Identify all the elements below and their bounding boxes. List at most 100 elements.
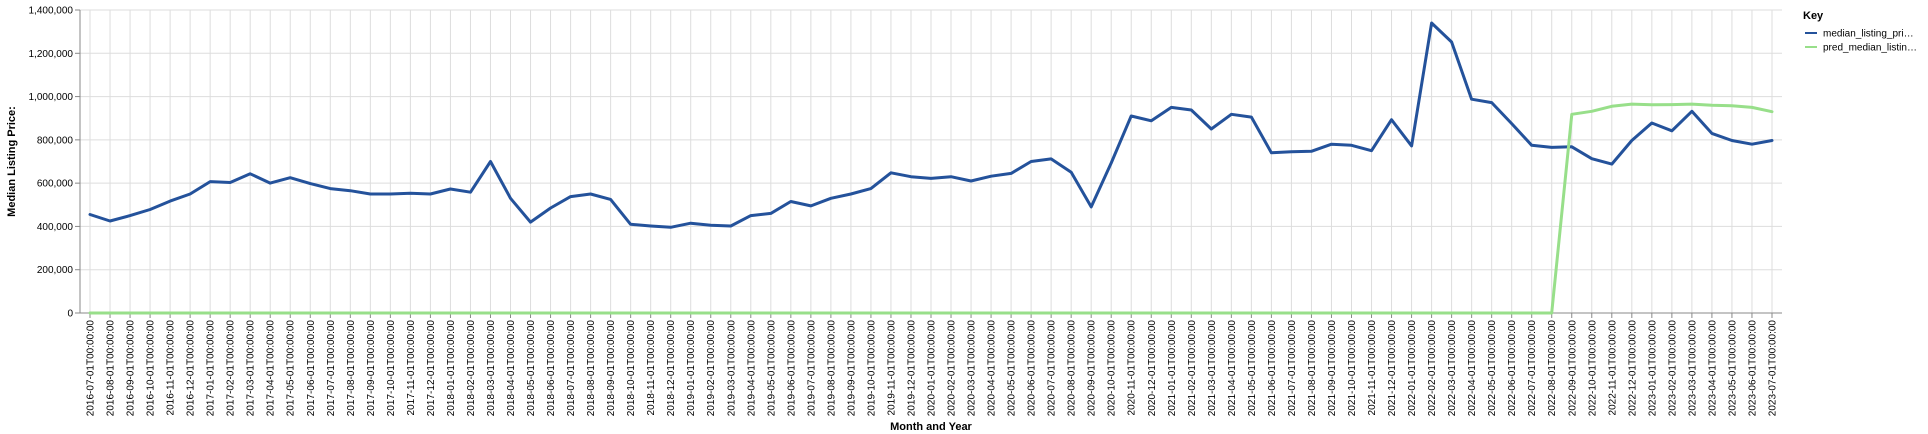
x-tick-label: 2016-08-01T00:00:00 xyxy=(106,320,117,417)
x-tick-label: 2017-12-01T00:00:00 xyxy=(426,320,437,417)
series-lines xyxy=(88,21,1774,315)
x-tick-label: 2023-05-01T00:00:00 xyxy=(1727,320,1738,417)
x-tick-label: 2017-05-01T00:00:00 xyxy=(286,320,297,417)
x-tick-label: 2019-02-01T00:00:00 xyxy=(706,320,717,417)
x-tick-label: 2022-10-01T00:00:00 xyxy=(1587,320,1598,417)
legend-title: Key xyxy=(1803,10,1824,22)
x-tick-label: 2018-07-01T00:00:00 xyxy=(566,320,577,417)
x-tick-label: 2017-09-01T00:00:00 xyxy=(366,320,377,417)
x-tick-label: 2021-07-01T00:00:00 xyxy=(1287,320,1298,417)
x-tick-label: 2020-03-01T00:00:00 xyxy=(967,320,978,417)
x-tick-label: 2020-01-01T00:00:00 xyxy=(927,320,938,417)
x-tick-label: 2017-07-01T00:00:00 xyxy=(326,320,337,417)
y-tick-label: 1,200,000 xyxy=(29,49,74,60)
x-tick-label: 2022-12-01T00:00:00 xyxy=(1627,320,1638,417)
x-tick-label: 2020-06-01T00:00:00 xyxy=(1027,320,1038,417)
x-tick-label: 2022-09-01T00:00:00 xyxy=(1567,320,1578,417)
x-tick-label: 2023-07-01T00:00:00 xyxy=(1767,320,1778,417)
x-tick-label: 2017-04-01T00:00:00 xyxy=(266,320,277,417)
x-tick-label: 2018-03-01T00:00:00 xyxy=(486,320,497,417)
x-tick-label: 2019-03-01T00:00:00 xyxy=(726,320,737,417)
x-tick-label: 2022-03-01T00:00:00 xyxy=(1447,320,1458,417)
x-tick-label: 2022-11-01T00:00:00 xyxy=(1607,320,1618,416)
series-line-2 xyxy=(88,102,1774,315)
y-tick-label: 1,000,000 xyxy=(29,92,74,103)
x-tick-label: 2019-10-01T00:00:00 xyxy=(866,320,877,417)
x-tick-label: 2021-10-01T00:00:00 xyxy=(1347,320,1358,417)
x-tick-label: 2017-06-01T00:00:00 xyxy=(306,320,317,417)
x-tick-label: 2023-06-01T00:00:00 xyxy=(1747,320,1758,417)
x-tick-label: 2023-03-01T00:00:00 xyxy=(1687,320,1698,417)
x-tick-label: 2021-02-01T00:00:00 xyxy=(1187,320,1198,417)
x-tick-label: 2022-01-01T00:00:00 xyxy=(1407,320,1418,417)
x-tick-label: 2019-11-01T00:00:00 xyxy=(886,320,897,416)
x-tick-label: 2018-01-01T00:00:00 xyxy=(446,320,457,417)
x-tick-label: 2020-05-01T00:00:00 xyxy=(1007,320,1018,417)
x-tick-label: 2020-09-01T00:00:00 xyxy=(1087,320,1098,417)
x-tick-label: 2020-12-01T00:00:00 xyxy=(1147,320,1158,417)
x-tick-label: 2021-08-01T00:00:00 xyxy=(1307,320,1318,417)
y-tick-label: 1,400,000 xyxy=(29,6,74,17)
x-tick-label: 2023-01-01T00:00:00 xyxy=(1647,320,1658,417)
y-axis-title: Median Listing Price: xyxy=(6,106,18,217)
x-tick-label: 2021-05-01T00:00:00 xyxy=(1247,320,1258,417)
x-tick-label: 2017-10-01T00:00:00 xyxy=(386,320,397,417)
x-tick-label: 2020-11-01T00:00:00 xyxy=(1127,320,1138,416)
x-tick-label: 2022-07-01T00:00:00 xyxy=(1527,320,1538,417)
x-tick-label: 2019-01-01T00:00:00 xyxy=(686,320,697,417)
legend: Key median_listing_pri… pred_median_listi… xyxy=(1803,10,1917,54)
x-tick-label: 2019-08-01T00:00:00 xyxy=(826,320,837,417)
x-tick-label: 2018-06-01T00:00:00 xyxy=(546,320,557,417)
x-tick-label: 2022-06-01T00:00:00 xyxy=(1507,320,1518,417)
x-tick-label: 2022-05-01T00:00:00 xyxy=(1487,320,1498,417)
x-axis-title: Month and Year xyxy=(890,421,972,433)
x-tick-label: 2021-01-01T00:00:00 xyxy=(1167,320,1178,417)
x-tick-label: 2018-09-01T00:00:00 xyxy=(606,320,617,417)
x-tick-label: 2023-04-01T00:00:00 xyxy=(1707,320,1718,417)
x-tick-label: 2021-09-01T00:00:00 xyxy=(1327,320,1338,417)
x-tick-label: 2017-02-01T00:00:00 xyxy=(226,320,237,417)
y-tick-label: 400,000 xyxy=(37,222,74,233)
x-tick-label: 2019-05-01T00:00:00 xyxy=(766,320,777,417)
y-tick-label: 200,000 xyxy=(37,265,74,276)
x-tick-label: 2021-12-01T00:00:00 xyxy=(1387,320,1398,417)
x-tick-label: 2023-02-01T00:00:00 xyxy=(1667,320,1678,417)
x-tick-label: 2016-10-01T00:00:00 xyxy=(146,320,157,417)
y-tick-label: 0 xyxy=(67,309,73,320)
x-tick-label: 2020-08-01T00:00:00 xyxy=(1067,320,1078,417)
x-tick-label: 2021-06-01T00:00:00 xyxy=(1267,320,1278,417)
x-tick-label: 2021-03-01T00:00:00 xyxy=(1207,320,1218,417)
x-tick-label: 2022-08-01T00:00:00 xyxy=(1547,320,1558,417)
x-tick-label: 2017-01-01T00:00:00 xyxy=(206,320,217,417)
x-tick-label: 2016-07-01T00:00:00 xyxy=(86,320,97,417)
x-tick-label: 2017-11-01T00:00:00 xyxy=(406,320,417,416)
gridlines xyxy=(80,9,1782,314)
legend-label-2: pred_median_listin… xyxy=(1823,43,1917,54)
x-tick-label: 2018-02-01T00:00:00 xyxy=(466,320,477,417)
x-tick-label: 2019-06-01T00:00:00 xyxy=(786,320,797,417)
x-tick-label: 2020-07-01T00:00:00 xyxy=(1047,320,1058,417)
x-tick-label: 2020-10-01T00:00:00 xyxy=(1107,320,1118,417)
x-tick-label: 2017-08-01T00:00:00 xyxy=(346,320,357,417)
x-tick-label: 2019-04-01T00:00:00 xyxy=(746,320,757,417)
axes: 0 200,000 400,000 600,000 800,000 1,000,000 1,… xyxy=(29,6,1782,417)
x-tick-label: 2016-09-01T00:00:00 xyxy=(126,320,137,417)
x-tick-label: 2018-08-01T00:00:00 xyxy=(586,320,597,417)
x-tick-label: 2018-05-01T00:00:00 xyxy=(526,320,537,417)
x-tick-label: 2019-12-01T00:00:00 xyxy=(906,320,917,417)
x-tick-label: 2018-11-01T00:00:00 xyxy=(646,320,657,416)
x-tick-label: 2017-03-01T00:00:00 xyxy=(246,320,257,417)
x-tick-label: 2016-11-01T00:00:00 xyxy=(166,320,177,416)
x-tick-label: 2016-12-01T00:00:00 xyxy=(186,320,197,417)
x-tick-label: 2021-04-01T00:00:00 xyxy=(1227,320,1238,417)
x-tick-label: 2022-04-01T00:00:00 xyxy=(1467,320,1478,417)
x-tick-label: 2020-02-01T00:00:00 xyxy=(947,320,958,417)
y-tick-label: 800,000 xyxy=(37,135,74,146)
x-tick-label: 2018-04-01T00:00:00 xyxy=(506,320,517,417)
y-tick-label: 600,000 xyxy=(37,179,74,190)
x-tick-label: 2019-07-01T00:00:00 xyxy=(806,320,817,417)
x-tick-label: 2018-12-01T00:00:00 xyxy=(666,320,677,417)
x-tick-label: 2020-04-01T00:00:00 xyxy=(987,320,998,417)
x-tick-label: 2019-09-01T00:00:00 xyxy=(846,320,857,417)
